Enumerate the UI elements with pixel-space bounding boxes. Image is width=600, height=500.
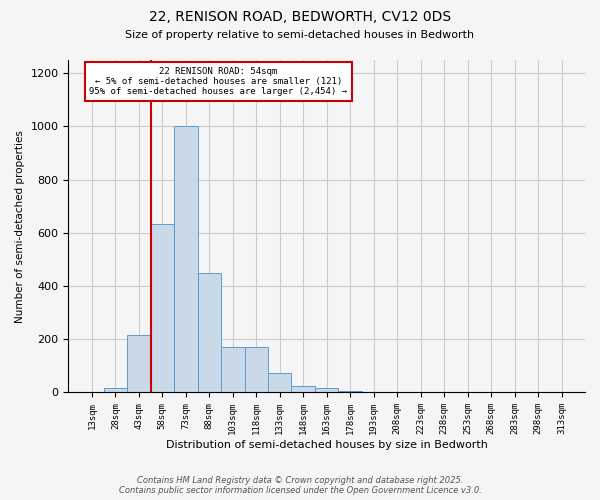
Bar (127, 336, 151, 392)
Bar (315, 388, 338, 392)
X-axis label: Distribution of semi-detached houses by size in Bedworth: Distribution of semi-detached houses by … (166, 440, 488, 450)
Bar (221, 346, 245, 393)
Text: 22 RENISON ROAD: 54sqm
← 5% of semi-detached houses are smaller (121)
95% of sem: 22 RENISON ROAD: 54sqm ← 5% of semi-deta… (89, 66, 347, 96)
Bar (104, 388, 127, 392)
Y-axis label: Number of semi-detached properties: Number of semi-detached properties (15, 130, 25, 322)
Text: Size of property relative to semi-detached houses in Bedworth: Size of property relative to semi-detach… (125, 30, 475, 40)
Bar (197, 273, 221, 392)
Text: Contains HM Land Registry data © Crown copyright and database right 2025.
Contai: Contains HM Land Registry data © Crown c… (119, 476, 481, 495)
Bar (268, 372, 292, 392)
Bar (174, 126, 197, 392)
Bar (151, 224, 174, 392)
Bar (245, 346, 268, 393)
Bar (338, 391, 362, 392)
Bar (292, 386, 315, 392)
Text: 22, RENISON ROAD, BEDWORTH, CV12 0DS: 22, RENISON ROAD, BEDWORTH, CV12 0DS (149, 10, 451, 24)
